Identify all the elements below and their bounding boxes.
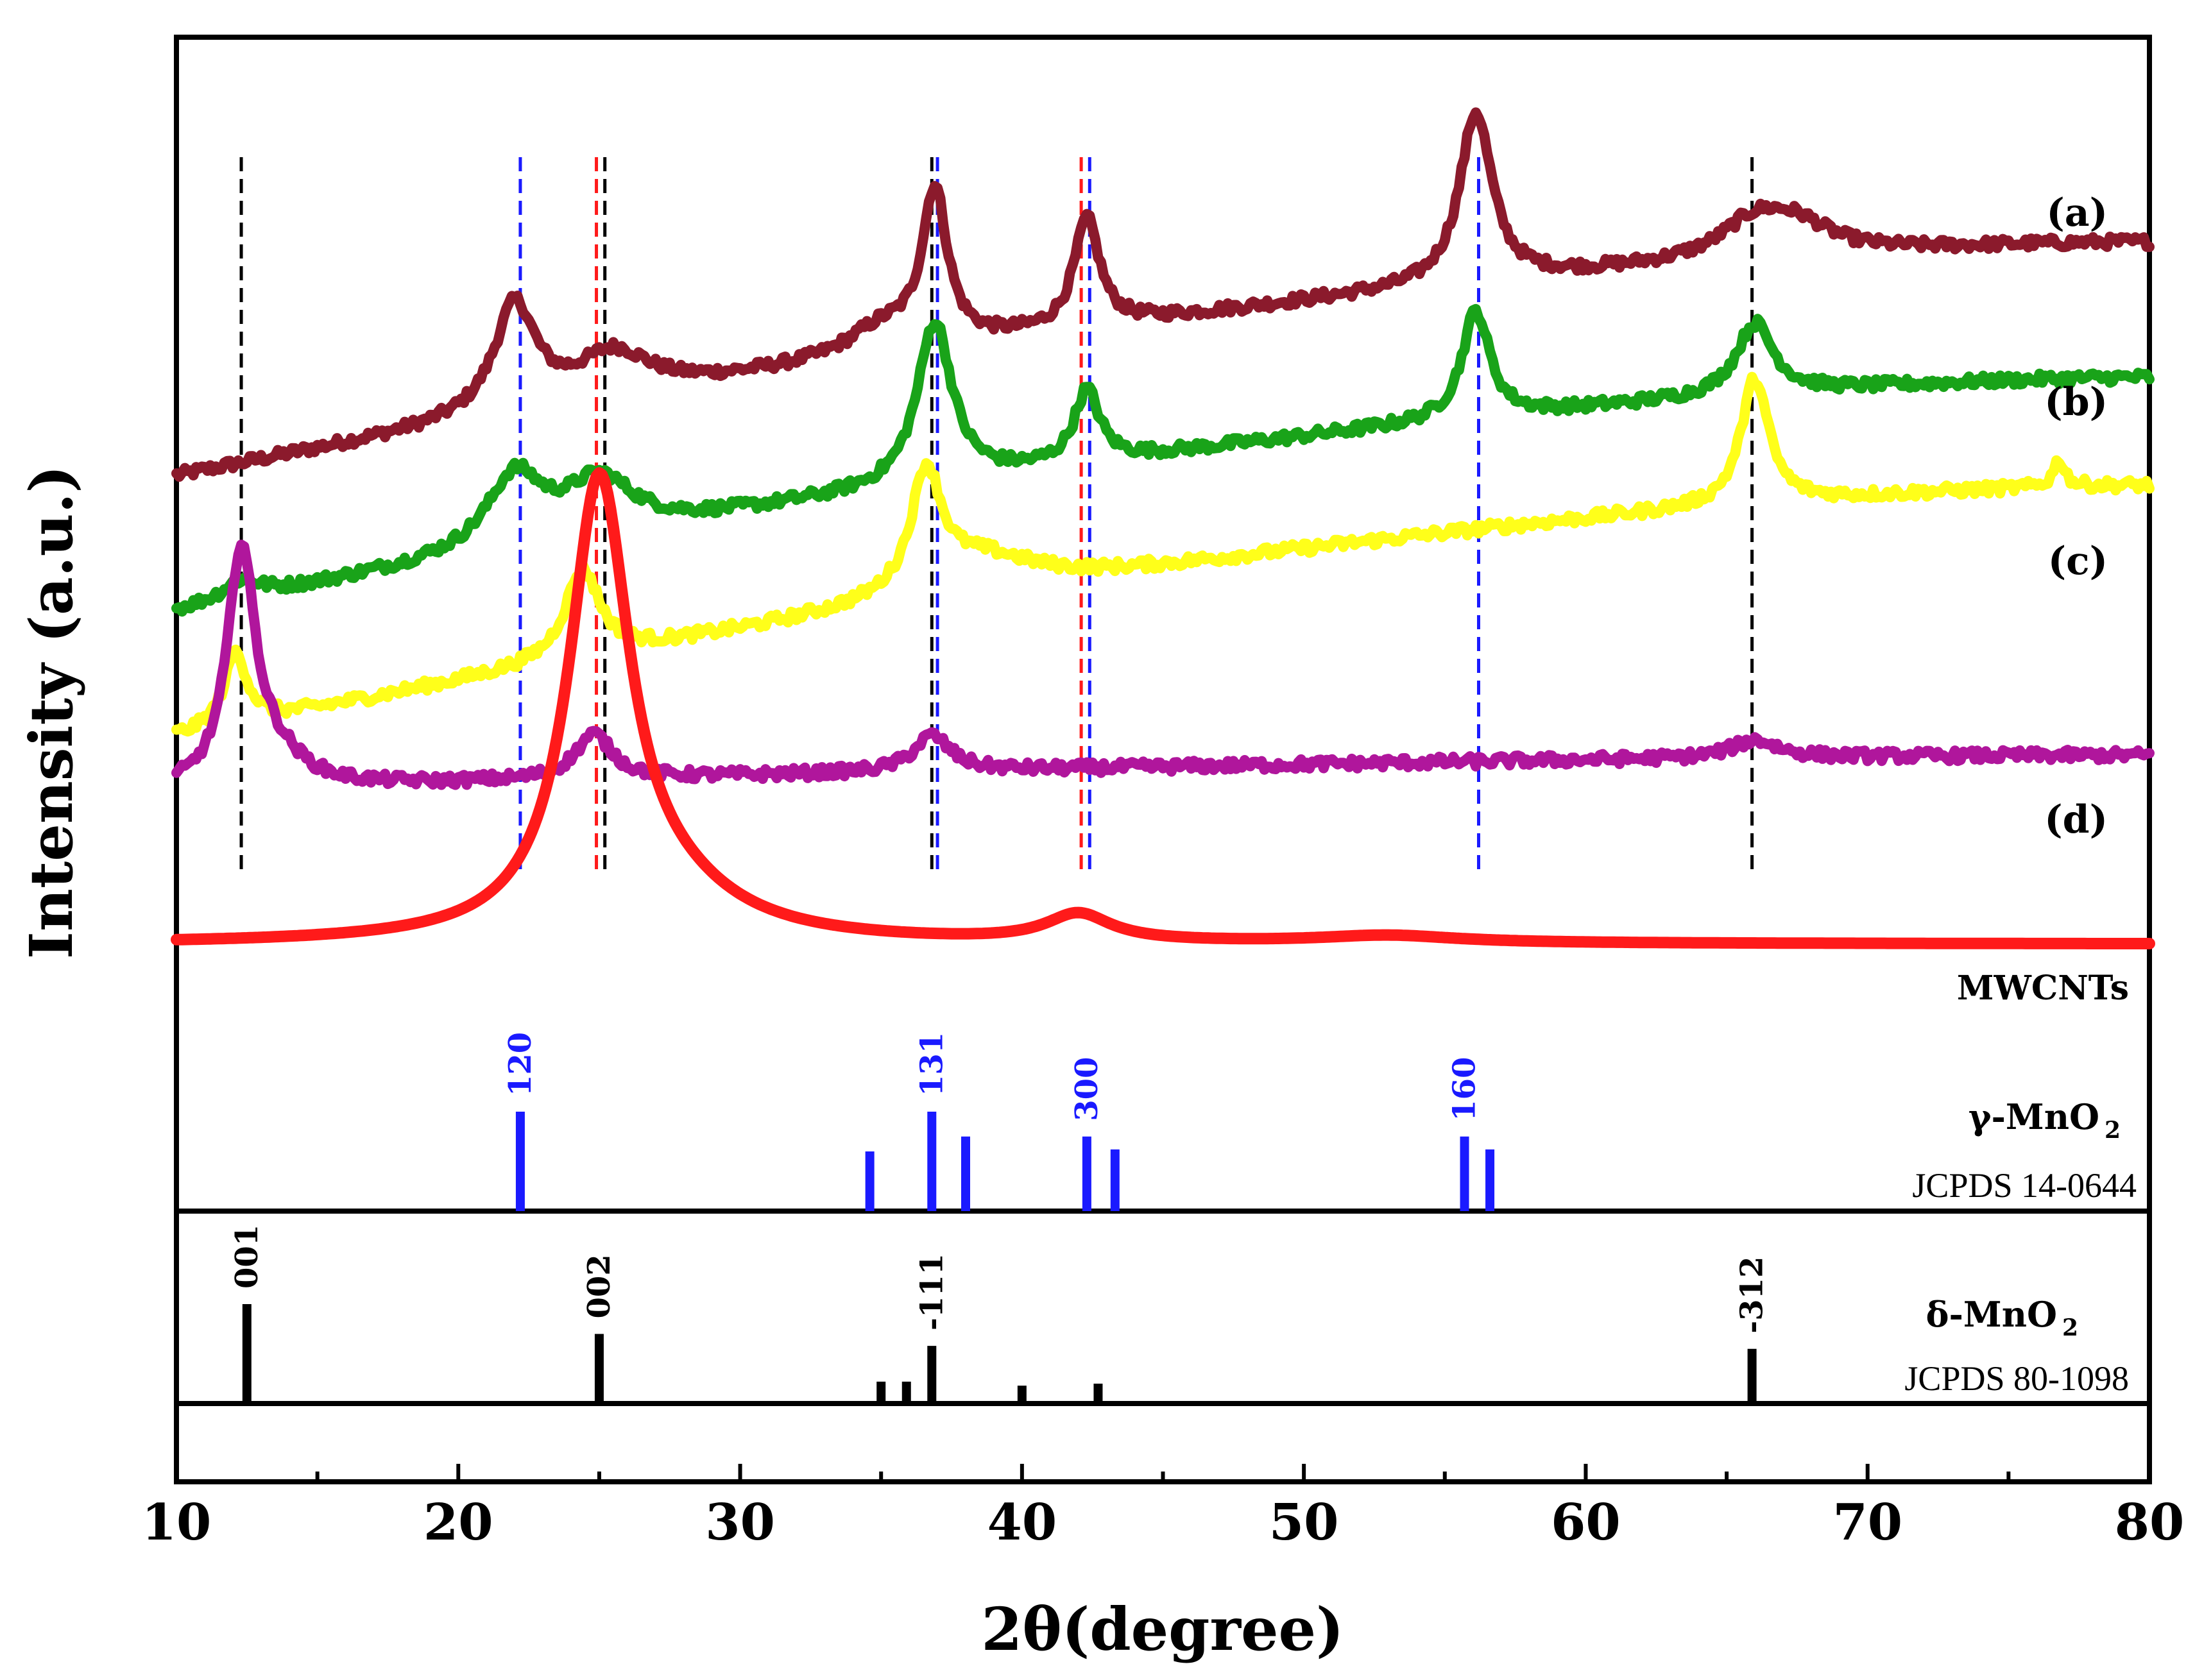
series-label-mwcnt: MWCNTs [1957, 969, 2129, 1008]
x-tick-label-60: 60 [1551, 1493, 1621, 1552]
gamma-name-subscript: 2 [2105, 1117, 2121, 1144]
x-tick-label-70: 70 [1832, 1493, 1902, 1552]
series-line-b [171, 303, 2155, 617]
gamma-stick-label-2: 131 [914, 1032, 950, 1096]
delta-stick-label-1: 002 [581, 1254, 617, 1318]
series-line-c [171, 371, 2155, 737]
x-tick-label-40: 40 [987, 1493, 1057, 1552]
delta-card-label: JCPDS 80-1098 [1904, 1359, 2129, 1398]
delta-stick-label-4: -111 [914, 1253, 950, 1330]
pattern-series [171, 107, 2155, 949]
x-tick-label-80: 80 [2115, 1493, 2185, 1552]
x-axis-title: 2θ(degree) [981, 1595, 1344, 1664]
series-label-c: (c) [2048, 539, 2108, 584]
y-axis-title: Intensity (a.u.) [17, 465, 86, 959]
delta-panel-frame [174, 1209, 2152, 1406]
delta-stick-label-0: 001 [229, 1225, 265, 1289]
gamma-reference-sticks: 120 131 300 160 [502, 1032, 1495, 1211]
gamma-name-label: γ-MnO [1969, 1096, 2099, 1137]
delta-name-subscript: 2 [2062, 1314, 2078, 1341]
gamma-stick-label-0: 120 [502, 1032, 538, 1096]
reference-lines [239, 157, 1754, 869]
bottom-panel-frame [174, 1401, 2152, 1484]
delta-reference-sticks: 001 002 -111 -312 [229, 1225, 1770, 1404]
series-line-d [171, 539, 2155, 790]
x-tick-label-30: 30 [705, 1493, 775, 1552]
series-line-a [171, 107, 2155, 482]
series-line-mwcnt [171, 467, 2155, 949]
delta-stick-label-7: -312 [1734, 1257, 1770, 1334]
series-label-d: (d) [2044, 797, 2108, 842]
x-tick-label-20: 20 [423, 1493, 493, 1552]
series-label-b: (b) [2044, 380, 2108, 425]
series-label-a: (a) [2046, 191, 2108, 235]
main-panel-frame [174, 35, 2152, 1214]
gamma-stick-label-4: 300 [1069, 1057, 1105, 1121]
x-tick-label-50: 50 [1269, 1493, 1339, 1552]
x-axis-ticks: 10 20 30 40 50 60 70 80 [142, 1464, 2185, 1552]
x-tick-label-10: 10 [142, 1493, 212, 1552]
gamma-card-label: JCPDS 14-0644 [1912, 1166, 2137, 1205]
delta-name-label: δ-MnO [1926, 1294, 2057, 1335]
gamma-stick-label-6: 160 [1447, 1057, 1483, 1121]
